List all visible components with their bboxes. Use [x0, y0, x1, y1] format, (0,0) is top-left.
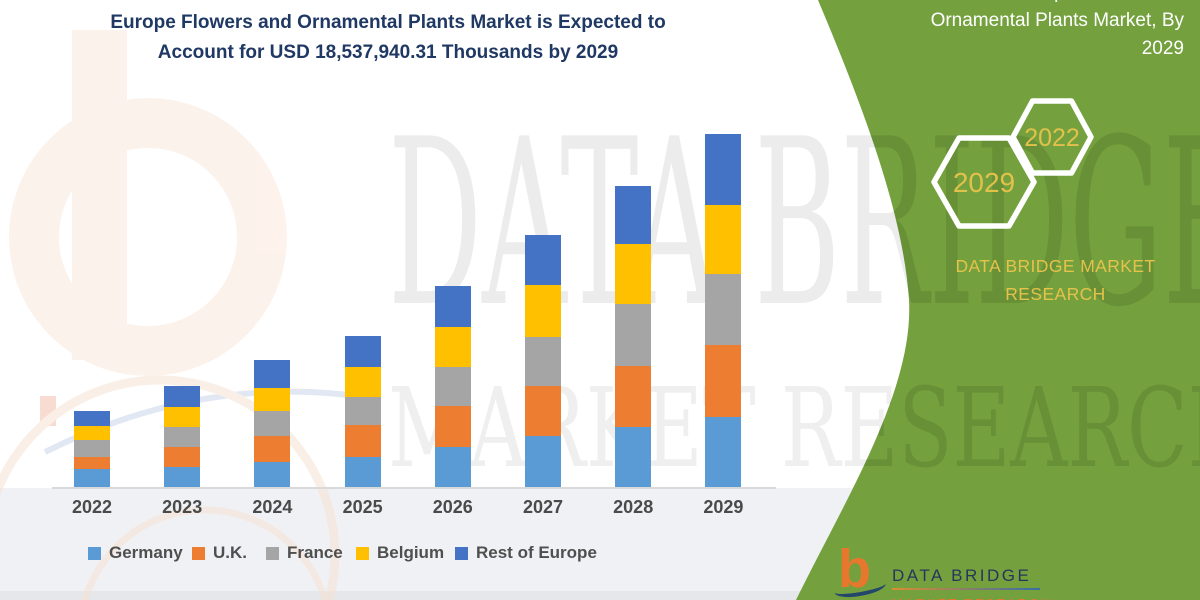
- panel-brand-line2: RESEARCH: [1005, 284, 1106, 304]
- x-axis-label-2029: 2029: [703, 497, 744, 517]
- x-axis-label-2026: 2026: [432, 497, 473, 517]
- bar-segment-germany-2028: [615, 427, 652, 487]
- legend-swatch-icon: [455, 546, 468, 560]
- bar-segment-rest-of-europe-2026: [434, 286, 471, 327]
- bar-segment-belgium-2024: [254, 388, 291, 411]
- x-axis-label-2024: 2024: [252, 497, 293, 517]
- chart-title-line1: Europe Flowers and Ornamental Plants Mar…: [110, 12, 666, 33]
- bar-2022: [74, 411, 110, 487]
- bar-segment-rest-of-europe-2028: [615, 186, 652, 244]
- bar-segment-france-2023: [164, 427, 201, 447]
- legend-swatch-icon: [266, 546, 279, 560]
- hexagon-2029-label: 2029: [953, 167, 1015, 198]
- green-side-panel: [796, 0, 1200, 600]
- bar-segment-u-k--2025: [344, 425, 381, 457]
- legend-label: U.K.: [213, 543, 247, 562]
- bar-2025: [344, 336, 381, 487]
- bar-segment-france-2025: [344, 397, 381, 425]
- bar-segment-belgium-2028: [615, 244, 652, 304]
- bar-segment-france-2024: [254, 411, 291, 436]
- bar-segment-germany-2027: [525, 436, 561, 487]
- x-axis-line: [52, 487, 776, 489]
- panel-heading: Europe Flowers and Ornamental Plants Mar…: [840, 0, 1184, 63]
- bar-segment-belgium-2029: [705, 205, 742, 274]
- bar-segment-germany-2025: [344, 457, 381, 487]
- x-axis-label-2023: 2023: [162, 497, 203, 517]
- bar-segment-rest-of-europe-2025: [344, 336, 381, 367]
- panel-brand-text: DATA BRIDGE MARKET RESEARCH: [928, 252, 1183, 308]
- legend-label: France: [287, 543, 343, 562]
- hexagon-badges: 2029 2022: [931, 98, 1094, 229]
- bar-segment-u-k--2027: [525, 386, 561, 436]
- chart-title-line2: Account for USD 18,537,940.31 Thousands …: [157, 42, 619, 64]
- legend-item-u-k-: U.K.: [192, 543, 247, 563]
- bar-segment-belgium-2022: [74, 426, 110, 440]
- bar-segment-rest-of-europe-2024: [254, 360, 291, 388]
- bar-segment-rest-of-europe-2029: [705, 134, 742, 205]
- panel-heading-line2: Ornamental Plants Market, By: [930, 10, 1184, 31]
- legend-item-belgium: Belgium: [356, 543, 444, 563]
- panel-heading-line3: 2029: [1141, 38, 1184, 59]
- bar-segment-germany-2023: [164, 467, 201, 487]
- x-axis-label-2027: 2027: [522, 497, 564, 517]
- legend-label: Belgium: [377, 543, 445, 562]
- x-axis-label-2028: 2028: [613, 497, 654, 517]
- legend-label: Rest of Europe: [476, 543, 597, 562]
- hexagon-2022-label: 2022: [1024, 124, 1080, 152]
- bar-segment-u-k--2023: [164, 447, 201, 467]
- bar-segment-france-2022: [74, 440, 110, 457]
- x-axis-label-2022: 2022: [71, 497, 113, 517]
- legend-swatch-icon: [88, 546, 101, 560]
- data-bridge-b-icon: b: [838, 539, 871, 599]
- footer-logo: b DATA BRIDGE MARKET RESEARCH: [833, 542, 1068, 600]
- legend-item-germany: Germany: [88, 543, 183, 563]
- legend-swatch-icon: [356, 546, 369, 560]
- bottom-strip: [0, 591, 1200, 600]
- chart-title: Europe Flowers and Ornamental Plants Mar…: [58, 8, 718, 68]
- bar-2023: [164, 386, 201, 487]
- bar-segment-belgium-2025: [344, 367, 381, 397]
- bar-segment-germany-2024: [254, 462, 291, 487]
- bar-segment-belgium-2023: [164, 407, 201, 427]
- footer-brand-name: DATA BRIDGE: [892, 566, 1032, 585]
- panel-brand-line1: DATA BRIDGE MARKET: [955, 256, 1156, 276]
- footer-brand-underline: [892, 588, 1040, 590]
- data-bridge-b-logo-watermark: [0, 30, 373, 600]
- bar-2029: [705, 134, 742, 487]
- bar-segment-germany-2026: [434, 447, 471, 487]
- bar-segment-germany-2022: [74, 469, 110, 487]
- legend-label: Germany: [109, 543, 183, 562]
- legend-swatch-icon: [192, 546, 205, 560]
- bar-segment-france-2026: [434, 367, 471, 406]
- footer-brand-sub: MARKET RESEARCH: [892, 596, 1052, 600]
- hexagon-2029-icon: [931, 135, 1037, 229]
- legend-item-france: France: [266, 543, 343, 563]
- bar-segment-u-k--2024: [254, 436, 291, 462]
- legend-item-rest-of-europe: Rest of Europe: [455, 543, 597, 563]
- bar-segment-rest-of-europe-2023: [164, 386, 201, 407]
- bar-segment-belgium-2026: [434, 327, 471, 367]
- bar-segment-france-2029: [705, 274, 742, 345]
- x-axis-label-2025: 2025: [342, 497, 383, 517]
- panel-heading-partial: Europe Flowers and: [840, 0, 1184, 7]
- bar-2027: [525, 235, 561, 487]
- bar-segment-germany-2029: [705, 417, 742, 487]
- bar-segment-u-k--2029: [705, 345, 742, 417]
- bar-segment-belgium-2027: [525, 285, 561, 337]
- bar-segment-rest-of-europe-2027: [525, 235, 561, 285]
- bar-2024: [254, 360, 291, 487]
- bar-2028: [615, 186, 652, 487]
- bar-segment-rest-of-europe-2022: [74, 411, 110, 426]
- bar-2026: [434, 286, 471, 487]
- bar-segment-france-2028: [615, 304, 652, 366]
- bar-segment-u-k--2026: [434, 406, 471, 447]
- hexagon-2022-icon: [1010, 98, 1094, 176]
- bar-segment-u-k--2028: [615, 366, 652, 427]
- bar-segment-u-k--2022: [74, 457, 110, 469]
- bar-segment-france-2027: [525, 337, 561, 386]
